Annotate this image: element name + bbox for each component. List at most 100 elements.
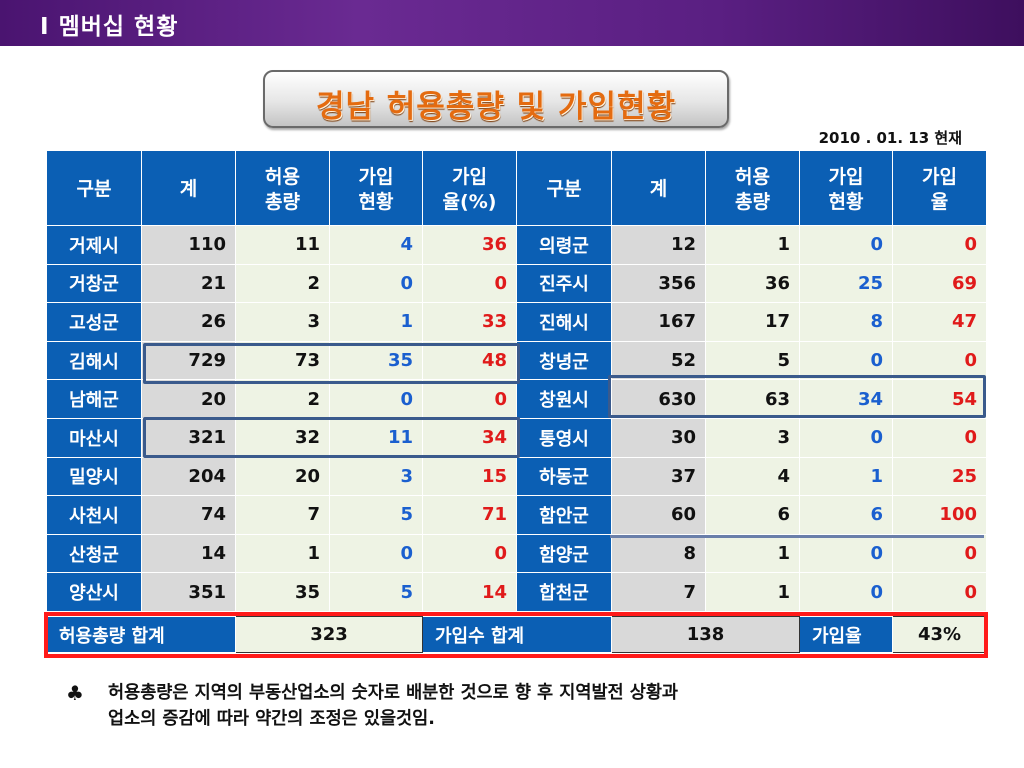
join-total-value: 138 <box>611 616 800 653</box>
allowance-cell: 3 <box>705 417 800 458</box>
joined-cell: 3 <box>329 456 423 497</box>
joined-cell: 4 <box>329 225 423 265</box>
joined-cell: 35 <box>329 340 423 381</box>
table-row: 고성군 26 3 1 33 진해시 167 17 8 47 <box>46 302 987 342</box>
allowance-cell: 1 <box>705 533 800 574</box>
rate-cell: 71 <box>422 495 517 535</box>
rate-cell: 14 <box>422 572 517 612</box>
join-total-label: 가입수 합계 <box>422 616 612 653</box>
allowance-cell: 11 <box>235 225 330 265</box>
join-rate-label: 가입율 <box>799 616 893 653</box>
allowance-cell: 32 <box>235 417 330 458</box>
rate-cell: 0 <box>422 379 517 419</box>
join-rate-value: 43% <box>892 616 987 653</box>
allowance-cell: 63 <box>705 379 800 419</box>
total-cell: 351 <box>141 572 236 612</box>
allowance-cell: 6 <box>705 495 800 535</box>
total-cell: 30 <box>611 417 706 458</box>
row-highlight-masan <box>143 417 520 458</box>
allowance-cell: 20 <box>235 456 330 497</box>
region-name: 양산시 <box>46 572 142 612</box>
header-cell: 가입 율 <box>892 150 987 226</box>
total-cell: 204 <box>141 456 236 497</box>
total-cell: 20 <box>141 379 236 419</box>
allowance-cell: 2 <box>235 379 330 419</box>
allowance-cell: 36 <box>705 263 800 304</box>
summary-row: 허용총량 합계 323 가입수 합계 138 가입율 43% <box>46 616 987 653</box>
footnote-line-1: 허용총량은 지역의 부동산업소의 숫자로 배분한 것으로 향 후 지역발전 상황… <box>108 683 679 703</box>
allowance-cell: 17 <box>705 302 800 342</box>
total-cell: 21 <box>141 263 236 304</box>
rate-cell: 47 <box>892 302 987 342</box>
total-cell: 321 <box>141 417 236 458</box>
region-name: 거제시 <box>46 225 142 265</box>
total-cell: 729 <box>141 340 236 381</box>
total-cell: 630 <box>611 379 706 419</box>
region-name: 거창군 <box>46 263 142 304</box>
slide-title: 경남 허용총량 및 가입현황 <box>315 89 677 125</box>
table-row: 양산시 351 35 5 14 합천군 7 1 0 0 <box>46 572 987 612</box>
joined-cell: 34 <box>799 379 893 419</box>
footnote-line-2: 업소의 증감에 따라 약간의 조정은 있을것임. <box>108 709 435 729</box>
joined-cell: 5 <box>329 572 423 612</box>
header-cell: 구분 <box>46 150 142 226</box>
joined-cell: 25 <box>799 263 893 304</box>
region-name: 마산시 <box>46 417 142 458</box>
region-name: 통영시 <box>516 417 612 458</box>
total-cell: 14 <box>141 533 236 574</box>
table-row: 밀양시 204 20 3 15 하동군 37 4 1 25 <box>46 456 987 497</box>
rate-cell: 0 <box>892 533 987 574</box>
region-name: 산청군 <box>46 533 142 574</box>
as-of-date: 2010 . 01. 13 현재 <box>818 129 962 147</box>
region-name: 남해군 <box>46 379 142 419</box>
divider-line <box>610 535 984 538</box>
table-row: 마산시 321 32 11 34 통영시 30 3 0 0 <box>46 417 987 458</box>
total-cell: 74 <box>141 495 236 535</box>
header-cell: 구분 <box>516 150 612 226</box>
section-title: I 멤버십 현황 <box>40 14 179 40</box>
allow-total-value: 323 <box>235 616 423 653</box>
rate-cell: 0 <box>892 417 987 458</box>
allowance-cell: 4 <box>705 456 800 497</box>
joined-cell: 0 <box>799 340 893 381</box>
rate-cell: 25 <box>892 456 987 497</box>
rate-cell: 100 <box>892 495 987 535</box>
table-header-row: 구분 계 허용 총량 가입 현황 가입 율(%) 구분 계 허용 총량 가입 현황 가입 율 <box>46 150 987 226</box>
header-cell: 허용 총량 <box>235 150 330 226</box>
region-name: 밀양시 <box>46 456 142 497</box>
region-name: 김해시 <box>46 340 142 381</box>
region-name: 진해시 <box>516 302 612 342</box>
joined-cell: 6 <box>799 495 893 535</box>
allow-total-label: 허용총량 합계 <box>46 616 236 653</box>
row-highlight-changwon <box>608 375 986 418</box>
header-cell: 계 <box>141 150 236 226</box>
table-body: 거제시 110 11 4 36 의령군 12 1 0 0 거창군 21 2 0 0 진주시 356 36 25 69 고… <box>46 225 987 612</box>
table-row: 거제시 110 11 4 36 의령군 12 1 0 0 <box>46 225 987 265</box>
region-name: 창원시 <box>516 379 612 419</box>
total-cell: 12 <box>611 225 706 265</box>
total-cell: 356 <box>611 263 706 304</box>
header-cell: 가입 현황 <box>799 150 893 226</box>
allowance-cell: 1 <box>235 533 330 574</box>
joined-cell: 1 <box>329 302 423 342</box>
joined-cell: 0 <box>799 533 893 574</box>
rate-cell: 69 <box>892 263 987 304</box>
joined-cell: 0 <box>329 533 423 574</box>
joined-cell: 1 <box>799 456 893 497</box>
joined-cell: 0 <box>329 379 423 419</box>
allowance-cell: 1 <box>705 572 800 612</box>
rate-cell: 0 <box>892 340 987 381</box>
table-row: 김해시 729 73 35 48 창녕군 52 5 0 0 <box>46 340 987 381</box>
membership-table: 구분 계 허용 총량 가입 현황 가입 율(%) 구분 계 허용 총량 가입 현황 가입 율 거제시 110 11… <box>46 150 987 612</box>
rate-cell: 33 <box>422 302 517 342</box>
total-cell: 167 <box>611 302 706 342</box>
header-cell: 계 <box>611 150 706 226</box>
rate-cell: 0 <box>892 572 987 612</box>
header-cell: 가입 현황 <box>329 150 423 226</box>
rate-cell: 36 <box>422 225 517 265</box>
total-cell: 26 <box>141 302 236 342</box>
region-name: 합천군 <box>516 572 612 612</box>
header-cell: 가입 율(%) <box>422 150 517 226</box>
slide-header-bar: I 멤버십 현황 <box>0 0 1024 46</box>
table-row: 사천시 74 7 5 71 함안군 60 6 6 100 <box>46 495 987 535</box>
